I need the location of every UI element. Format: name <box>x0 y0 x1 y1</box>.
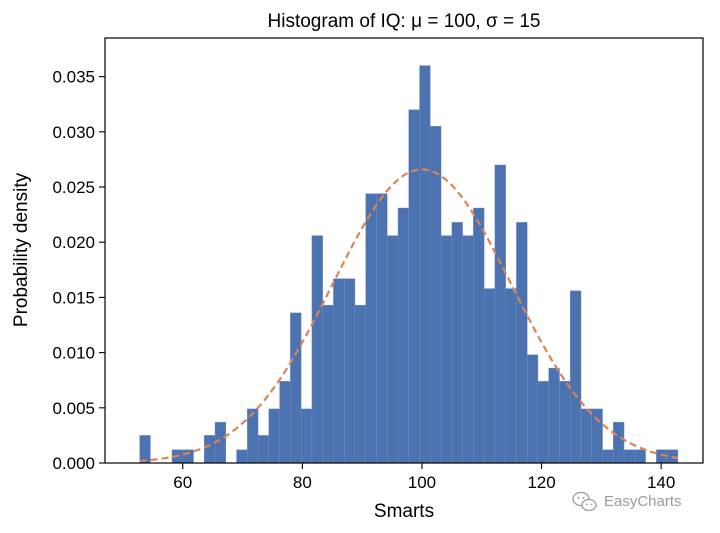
y-tick-label: 0.005 <box>52 399 95 418</box>
y-tick-label: 0.015 <box>52 288 95 307</box>
x-axis-label: Smarts <box>374 501 434 522</box>
histogram-bar <box>430 126 442 464</box>
y-tick-label: 0.010 <box>52 344 95 363</box>
watermark-text: EasyCharts <box>604 493 682 510</box>
x-tick-label: 60 <box>173 473 192 492</box>
x-tick-label: 120 <box>527 473 555 492</box>
histogram-bar <box>387 235 399 464</box>
histogram-bar <box>580 408 592 464</box>
histogram-bar <box>322 304 334 464</box>
histogram-bar <box>613 421 625 464</box>
histogram-bar <box>440 235 453 464</box>
plot-frame <box>104 37 704 464</box>
histogram-bar <box>247 408 259 464</box>
histogram-bar <box>419 65 431 464</box>
y-tick-label: 0.000 <box>52 454 95 473</box>
histogram-bar <box>365 193 377 464</box>
histogram-bar <box>526 354 539 464</box>
histogram-bar <box>559 381 571 464</box>
histogram-bar <box>204 435 216 464</box>
histogram-bar <box>300 408 313 464</box>
histogram-bar <box>516 222 528 464</box>
y-tick-label: 0.035 <box>52 68 95 87</box>
x-tick-label: 80 <box>293 473 312 492</box>
y-tick-label: 0.025 <box>52 178 95 197</box>
histogram-bar <box>505 288 517 464</box>
histogram-bar <box>333 278 345 464</box>
histogram-bar <box>376 193 388 464</box>
histogram-bar <box>344 278 356 464</box>
histogram-bar <box>548 367 560 464</box>
wechat-icon <box>572 491 597 512</box>
x-axis-ticks: 60 80 100 120 140 <box>173 463 675 492</box>
chart-title: Histogram of IQ: μ = 100, σ = 15 <box>268 11 541 32</box>
histogram-bar <box>537 381 549 464</box>
histogram-bar <box>462 235 474 464</box>
bars-layer <box>139 65 679 464</box>
histogram-bar <box>139 435 151 464</box>
y-axis-ticks: 0.000 0.005 0.010 0.015 0.020 0.025 0.030 0.035 <box>52 68 105 473</box>
histogram-bar <box>623 449 636 464</box>
fit-curve-layer <box>139 168 679 463</box>
histogram-bar <box>570 290 582 464</box>
histogram-bar <box>483 288 496 464</box>
histogram-bar <box>182 449 194 464</box>
histogram-bar <box>451 222 463 464</box>
histogram-bar <box>311 235 323 464</box>
y-tick-label: 0.030 <box>52 123 95 142</box>
histogram-bar <box>257 435 270 464</box>
histogram-bar <box>408 109 420 464</box>
x-tick-label: 140 <box>647 473 675 492</box>
x-tick-label: 100 <box>408 473 436 492</box>
histogram-bar <box>236 449 248 464</box>
histogram-bar <box>290 312 302 464</box>
histogram-bar <box>602 449 614 464</box>
histogram-bar <box>473 207 485 464</box>
histogram-bar <box>354 304 366 464</box>
y-tick-label: 0.020 <box>52 233 95 252</box>
y-axis-label: Probability density <box>11 172 32 327</box>
histogram-bar <box>591 408 603 464</box>
fit-curve-line <box>139 168 679 463</box>
watermark: EasyCharts <box>572 491 682 512</box>
histogram-bar <box>634 449 646 464</box>
histogram-bar <box>494 164 506 464</box>
histogram-bar <box>397 207 409 464</box>
histogram-bar <box>268 408 280 464</box>
histogram-bar <box>279 381 291 464</box>
